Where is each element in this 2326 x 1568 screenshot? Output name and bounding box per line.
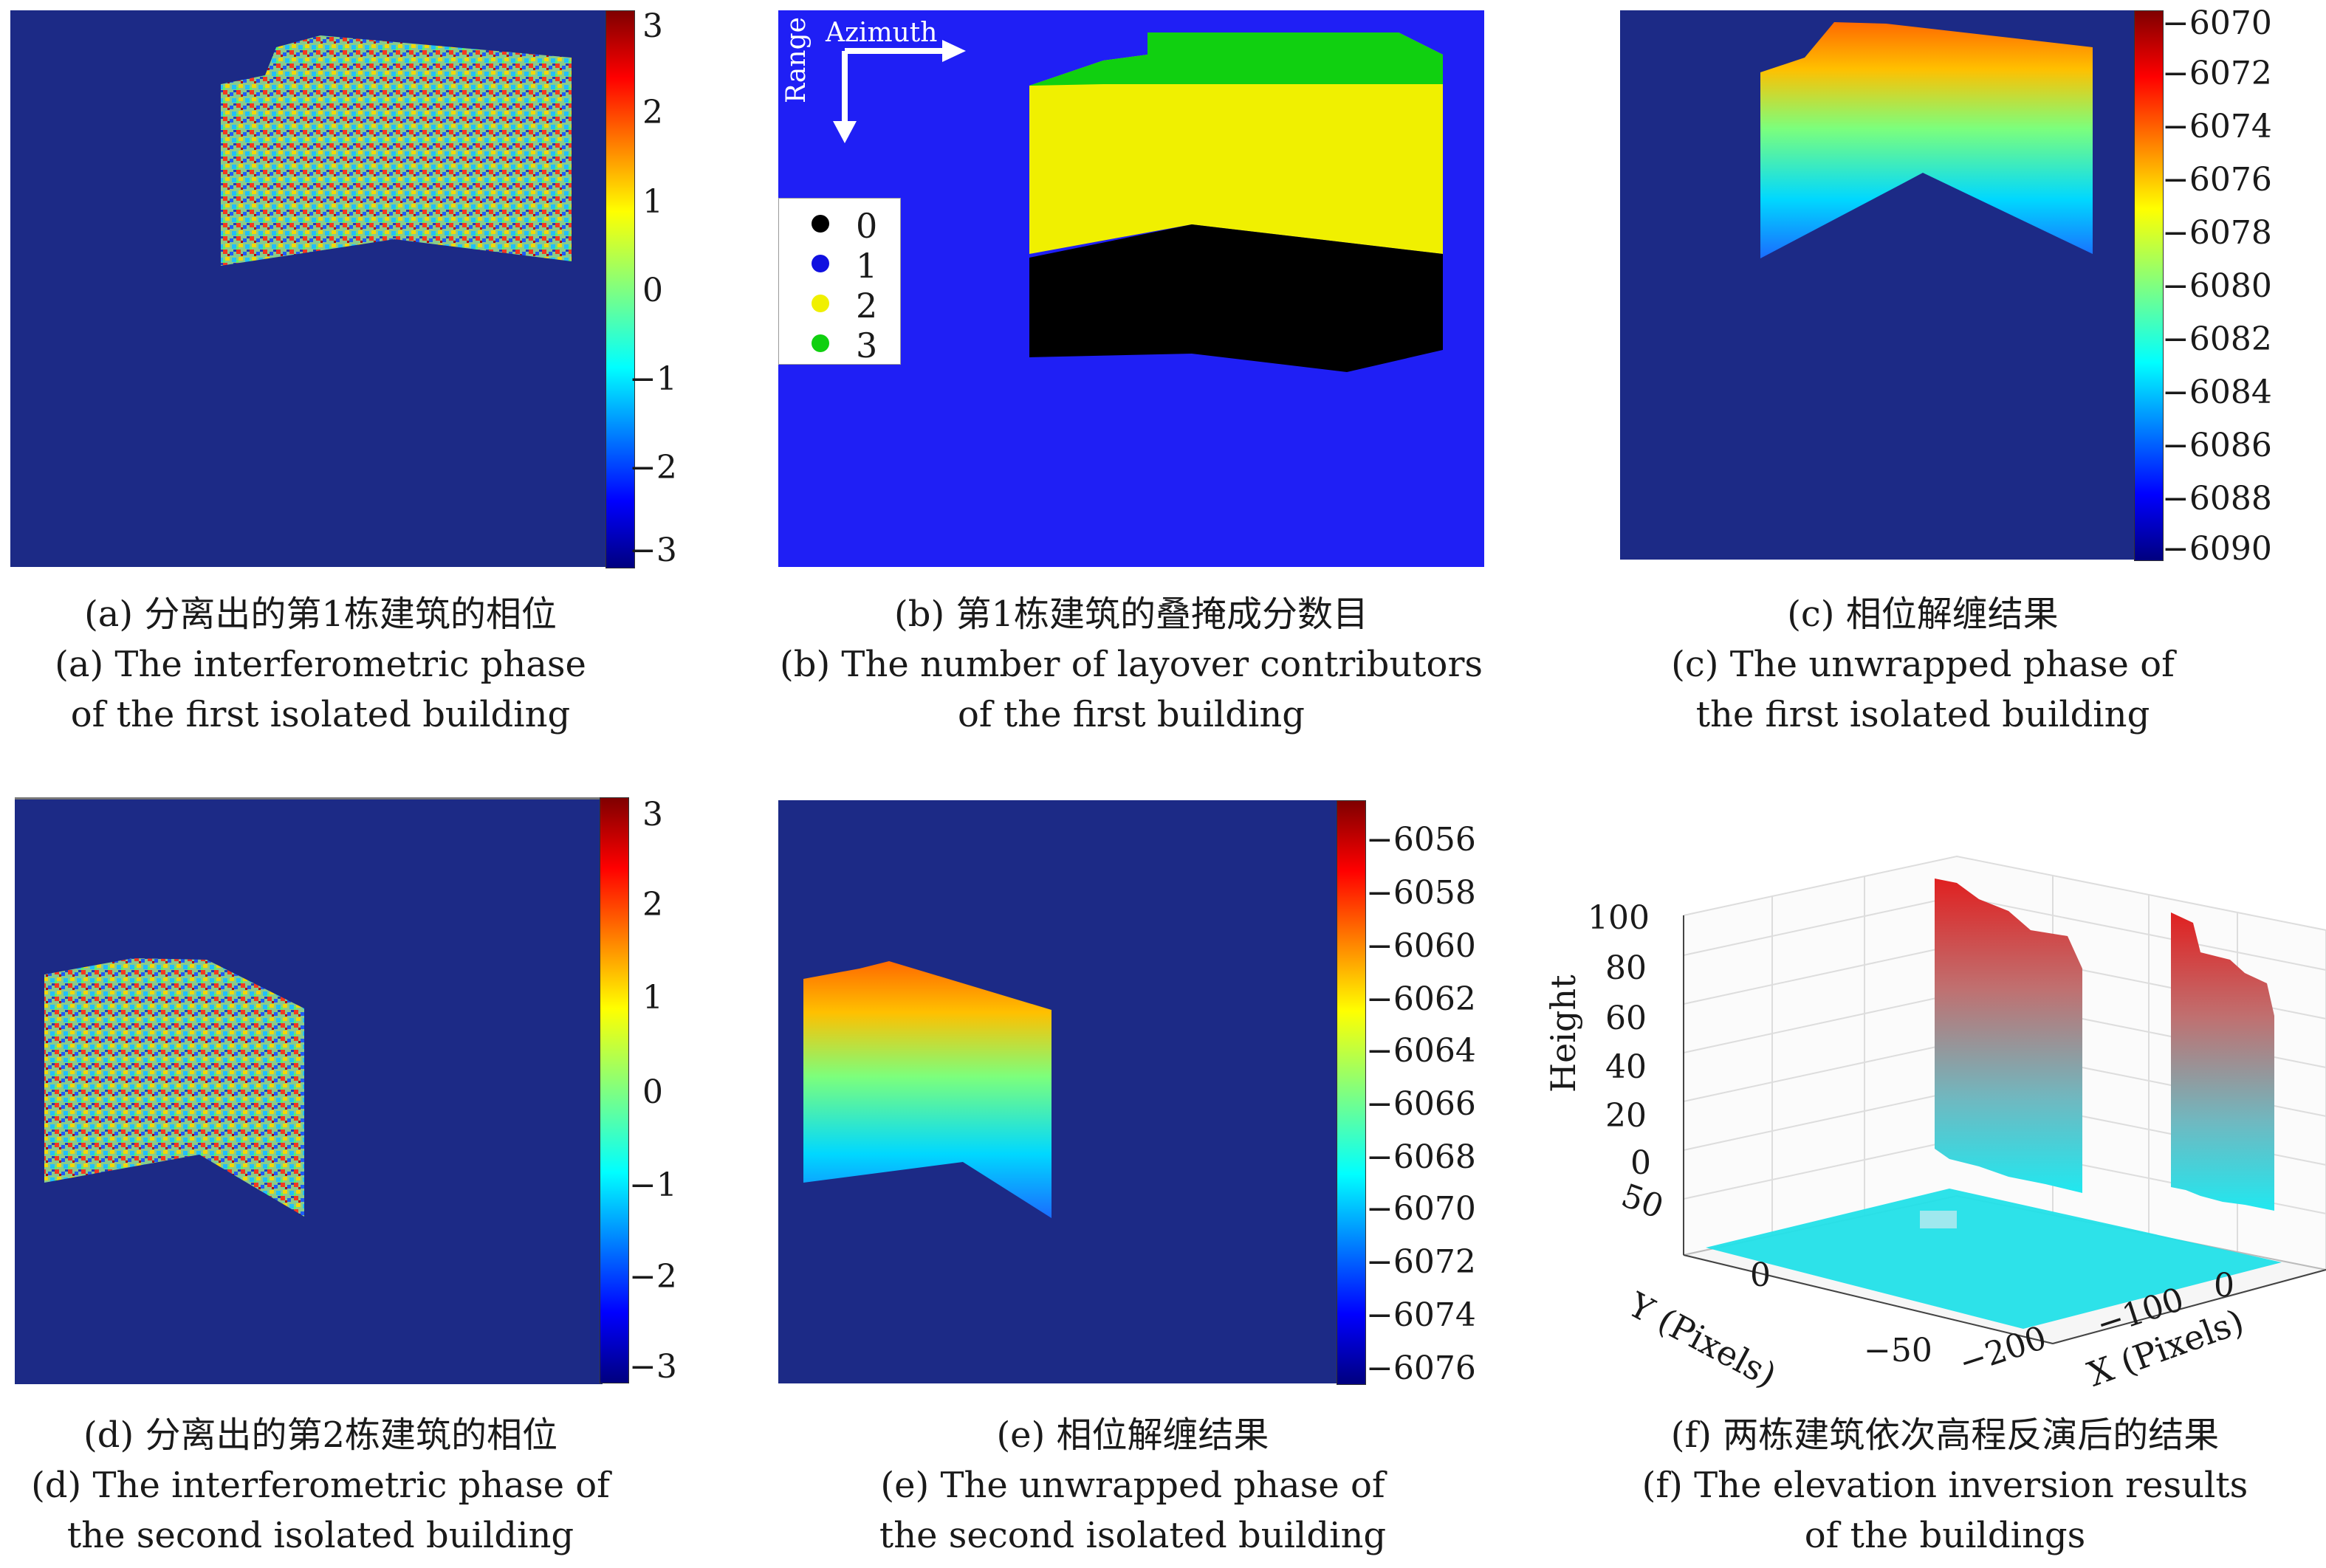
ground-point-cloud (1706, 1189, 2282, 1329)
colorbar-tick: −6090 (2162, 530, 2272, 568)
colorbar-tick: −6070 (1366, 1190, 1476, 1228)
legend-marker-3 (812, 334, 829, 352)
z-tick: 60 (1605, 1000, 1647, 1037)
colorbar-tick: −6070 (2162, 4, 2272, 42)
azimuth-label: Azimuth (826, 18, 938, 48)
panel-e-caption: (e) 相位解缠结果 (e) The unwrapped phase of th… (793, 1410, 1472, 1561)
colorbar-tick: 3 (642, 7, 663, 45)
panel-a-colorbar (605, 10, 635, 568)
y-tick: 0 (1750, 1256, 1771, 1294)
colorbar-tick: 0 (642, 1073, 663, 1111)
colorbar-tick: −6074 (2162, 108, 2272, 145)
caption-en-line1: (c) The unwrapped phase of (1671, 644, 2175, 685)
panel-b-layover-map (1029, 32, 1443, 372)
panel-a-building-phase (221, 35, 572, 266)
panel-d-building-phase (44, 958, 304, 1217)
caption-en-line2: of the buildings (1804, 1515, 2086, 1556)
panel-f-3d-plot (1683, 855, 2326, 1345)
colorbar-tick: −6080 (2162, 267, 2272, 305)
colorbar-tick: −6068 (1366, 1138, 1476, 1176)
panel-a-caption: (a) 分离出的第1栋建筑的相位 (a) The interferometric… (10, 589, 631, 740)
legend-marker-2 (812, 295, 829, 312)
colorbar-tick: −6076 (1366, 1349, 1476, 1387)
z-tick: 0 (1630, 1144, 1651, 1182)
colorbar-tick: 1 (642, 979, 663, 1017)
colorbar-tick: −1 (629, 360, 677, 398)
legend-label-0: 0 (856, 206, 878, 246)
legend-label-3: 3 (856, 326, 878, 365)
panel-b-axis-arrows (833, 40, 966, 143)
colorbar-tick: −6082 (2162, 320, 2272, 358)
colorbar-tick: 0 (642, 272, 663, 309)
colorbar-tick: −6072 (1366, 1243, 1476, 1281)
building-2-wall (2171, 912, 2274, 1211)
caption-en-line2: the second isolated building (66, 1515, 574, 1556)
z-tick: 40 (1605, 1048, 1647, 1086)
z-tick: 20 (1605, 1097, 1647, 1135)
caption-en-line1: (a) The interferometric phase (55, 644, 586, 685)
x-tick: 0 (2214, 1267, 2234, 1304)
building-1-wall (1935, 878, 2082, 1193)
y-tick: −50 (1864, 1332, 1932, 1369)
legend-marker-1 (812, 255, 829, 272)
panel-c-caption: (c) 相位解缠结果 (c) The unwrapped phase of th… (1591, 589, 2255, 740)
colorbar-tick: −3 (629, 1348, 677, 1386)
colorbar-tick: −6072 (2162, 55, 2272, 92)
legend-label-1: 1 (856, 246, 878, 286)
colorbar-tick: −6062 (1366, 980, 1476, 1018)
caption-cn: (d) 分离出的第2栋建筑的相位 (83, 1414, 558, 1456)
colorbar-tick: 2 (642, 94, 663, 131)
panel-d-caption: (d) 分离出的第2栋建筑的相位 (d) The interferometric… (10, 1410, 631, 1561)
panel-f-caption: (f) 两栋建筑依次高程反演后的结果 (f) The elevation inv… (1591, 1410, 2299, 1561)
range-label: Range (781, 17, 812, 103)
legend-marker-0 (812, 215, 829, 233)
caption-cn: (f) 两栋建筑依次高程反演后的结果 (1670, 1414, 2220, 1456)
caption-en-line2: of the first building (958, 694, 1305, 735)
colorbar-tick: 3 (642, 796, 663, 833)
colorbar-tick: −6074 (1366, 1296, 1476, 1334)
colorbar-tick: 2 (642, 886, 663, 924)
colorbar-tick: −6066 (1366, 1085, 1476, 1123)
z-tick: 100 (1588, 899, 1650, 937)
caption-cn: (a) 分离出的第1栋建筑的相位 (84, 594, 557, 635)
caption-en-line1: (b) The number of layover contributors (779, 644, 1483, 685)
caption-cn: (b) 第1栋建筑的叠掩成分数目 (894, 594, 1368, 635)
colorbar-tick: −6056 (1366, 821, 1476, 859)
colorbar-tick: −6058 (1366, 874, 1476, 912)
caption-en-line1: (d) The interferometric phase of (31, 1465, 610, 1506)
panel-e-colorbar (1337, 800, 1366, 1385)
colorbar-tick: −6064 (1366, 1032, 1476, 1070)
caption-en-line1: (f) The elevation inversion results (1641, 1465, 2248, 1506)
panel-e-unwrapped-phase (803, 961, 1051, 1218)
panel-c-colorbar (2134, 10, 2164, 561)
panel-c-unwrapped-phase (1760, 22, 2093, 258)
colorbar-tick: 1 (642, 183, 663, 221)
colorbar-tick: −3 (629, 532, 677, 569)
caption-en-line1: (e) The unwrapped phase of (880, 1465, 1385, 1506)
colorbar-tick: −2 (629, 449, 677, 486)
colorbar-tick: −6076 (2162, 161, 2272, 199)
caption-cn: (c) 相位解缠结果 (1787, 594, 2059, 635)
caption-en-line2: of the first isolated building (70, 694, 571, 735)
caption-en-line2: the second isolated building (879, 1515, 1387, 1556)
colorbar-tick: −6088 (2162, 480, 2272, 517)
colorbar-tick: −6078 (2162, 214, 2272, 252)
caption-cn: (e) 相位解缠结果 (996, 1414, 1269, 1456)
caption-en-line2: the first isolated building (1695, 694, 2150, 735)
panel-d-colorbar (600, 797, 629, 1383)
panel-b-legend: 0 1 2 3 (778, 198, 901, 365)
colorbar-tick: −6086 (2162, 427, 2272, 464)
colorbar-tick: −6084 (2162, 374, 2272, 411)
z-axis-label: Height (1543, 974, 1583, 1093)
colorbar-tick: −1 (629, 1166, 677, 1204)
colorbar-tick: −6060 (1366, 927, 1476, 965)
legend-label-2: 2 (856, 286, 878, 326)
panel-b-caption: (b) 第1栋建筑的叠掩成分数目 (b) The number of layov… (764, 589, 1499, 740)
colorbar-tick: −2 (629, 1258, 677, 1296)
z-tick: 80 (1605, 949, 1647, 987)
